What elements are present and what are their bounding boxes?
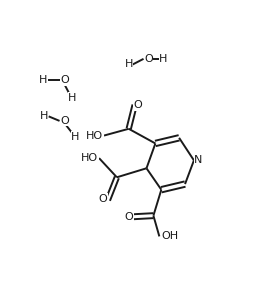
Text: OH: OH [161,231,178,241]
Text: H: H [39,111,48,121]
Text: O: O [60,75,69,85]
Text: H: H [68,93,76,103]
Text: HO: HO [86,131,103,141]
Text: N: N [193,155,202,165]
Text: H: H [124,59,132,69]
Text: HO: HO [81,153,98,163]
Text: O: O [144,54,152,64]
Text: O: O [98,194,107,204]
Text: O: O [133,100,141,110]
Text: H: H [38,75,47,85]
Text: H: H [71,132,79,142]
Text: O: O [60,116,69,126]
Text: H: H [158,54,167,64]
Text: O: O [124,212,133,222]
